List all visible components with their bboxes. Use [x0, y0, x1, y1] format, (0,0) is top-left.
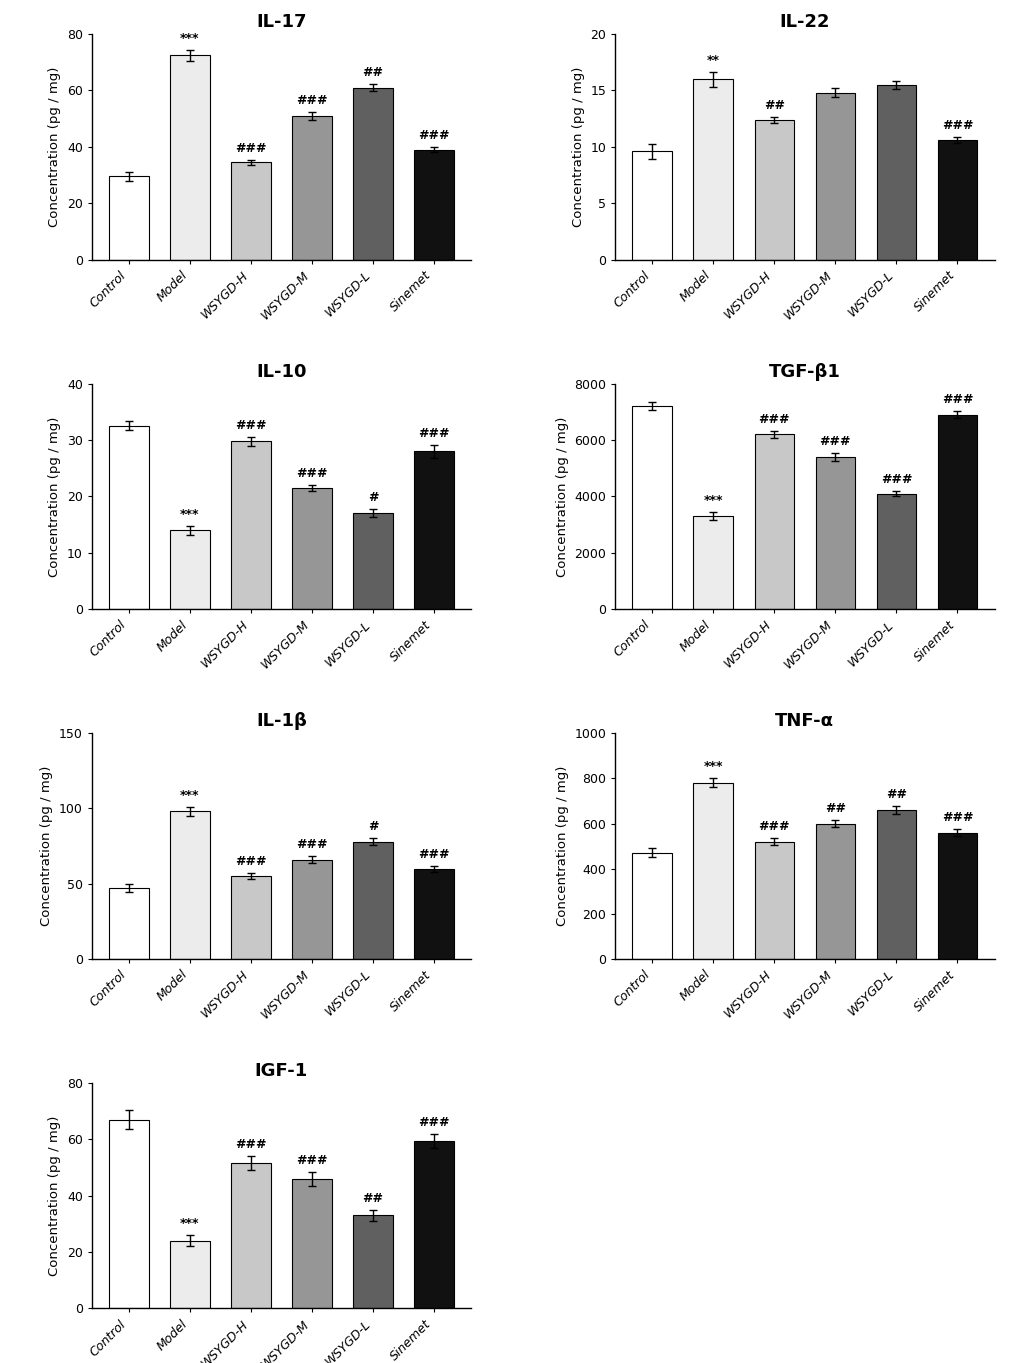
Text: ###: ###	[941, 394, 972, 406]
Text: ##: ##	[362, 67, 383, 79]
Bar	[170, 56, 210, 259]
Text: ###: ###	[296, 1153, 327, 1167]
Text: ***: ***	[180, 508, 200, 521]
Bar	[875, 85, 915, 259]
Text: ###: ###	[235, 855, 266, 868]
Text: ***: ***	[180, 789, 200, 801]
Text: ###: ###	[296, 466, 327, 480]
Bar	[353, 514, 392, 609]
Bar	[414, 150, 453, 259]
Text: ###: ###	[879, 473, 911, 485]
Bar	[109, 889, 149, 958]
Text: ***: ***	[703, 493, 722, 507]
Bar	[353, 87, 392, 259]
Bar	[109, 1119, 149, 1308]
Title: IL-17: IL-17	[256, 14, 307, 31]
Text: ###: ###	[418, 129, 449, 142]
Title: IL-10: IL-10	[256, 363, 307, 380]
Text: ###: ###	[758, 821, 790, 833]
Bar	[754, 435, 794, 609]
Title: TGF-β1: TGF-β1	[768, 363, 840, 380]
Bar	[170, 811, 210, 958]
Bar	[815, 823, 854, 958]
Bar	[414, 451, 453, 609]
Bar	[693, 79, 733, 259]
Bar	[754, 120, 794, 259]
Title: IL-22: IL-22	[779, 14, 829, 31]
Text: ###: ###	[941, 811, 972, 825]
Y-axis label: Concentration (pg / mg): Concentration (pg / mg)	[555, 766, 569, 927]
Text: ***: ***	[180, 1217, 200, 1231]
Text: ***: ***	[180, 31, 200, 45]
Title: IGF-1: IGF-1	[255, 1062, 308, 1079]
Bar	[231, 1163, 270, 1308]
Bar	[353, 1216, 392, 1308]
Bar	[632, 853, 672, 958]
Bar	[231, 162, 270, 259]
Text: ###: ###	[941, 119, 972, 132]
Bar	[414, 1141, 453, 1308]
Text: **: **	[706, 55, 719, 67]
Bar	[109, 176, 149, 259]
Text: ***: ***	[703, 761, 722, 773]
Bar	[936, 833, 976, 958]
Bar	[291, 860, 331, 958]
Text: ##: ##	[886, 788, 906, 801]
Text: ###: ###	[296, 94, 327, 106]
Bar	[414, 868, 453, 958]
Bar	[170, 1240, 210, 1308]
Y-axis label: Concentration (pg / mg): Concentration (pg / mg)	[41, 766, 53, 927]
Text: ###: ###	[418, 1116, 449, 1129]
Text: #: #	[368, 492, 378, 504]
Bar	[291, 1179, 331, 1308]
Bar	[231, 876, 270, 958]
Title: TNF-α: TNF-α	[774, 713, 834, 731]
Bar	[693, 782, 733, 958]
Text: ###: ###	[296, 838, 327, 851]
Y-axis label: Concentration (pg / mg): Concentration (pg / mg)	[48, 67, 61, 228]
Bar	[231, 442, 270, 609]
Bar	[875, 493, 915, 609]
Bar	[291, 116, 331, 259]
Text: #: #	[368, 821, 378, 833]
Text: ##: ##	[763, 98, 784, 112]
Text: ##: ##	[824, 803, 845, 815]
Title: IL-1β: IL-1β	[256, 713, 307, 731]
Bar	[291, 488, 331, 609]
Bar	[170, 530, 210, 609]
Text: ###: ###	[758, 413, 790, 427]
Bar	[875, 810, 915, 958]
Text: ###: ###	[418, 427, 449, 440]
Text: ###: ###	[819, 435, 850, 448]
Bar	[632, 406, 672, 609]
Text: ###: ###	[235, 142, 266, 154]
Bar	[815, 457, 854, 609]
Text: ###: ###	[235, 1138, 266, 1152]
Bar	[109, 427, 149, 609]
Text: ##: ##	[362, 1191, 383, 1205]
Bar	[936, 414, 976, 609]
Bar	[754, 841, 794, 958]
Bar	[693, 517, 733, 609]
Y-axis label: Concentration (pg / mg): Concentration (pg / mg)	[555, 416, 568, 577]
Y-axis label: Concentration (pg / mg): Concentration (pg / mg)	[48, 416, 61, 577]
Bar	[936, 140, 976, 259]
Y-axis label: Concentration (pg / mg): Concentration (pg / mg)	[572, 67, 584, 228]
Text: ###: ###	[235, 418, 266, 432]
Bar	[632, 151, 672, 259]
Y-axis label: Concentration (pg / mg): Concentration (pg / mg)	[48, 1115, 61, 1276]
Text: ###: ###	[418, 848, 449, 860]
Bar	[815, 93, 854, 259]
Bar	[353, 841, 392, 958]
